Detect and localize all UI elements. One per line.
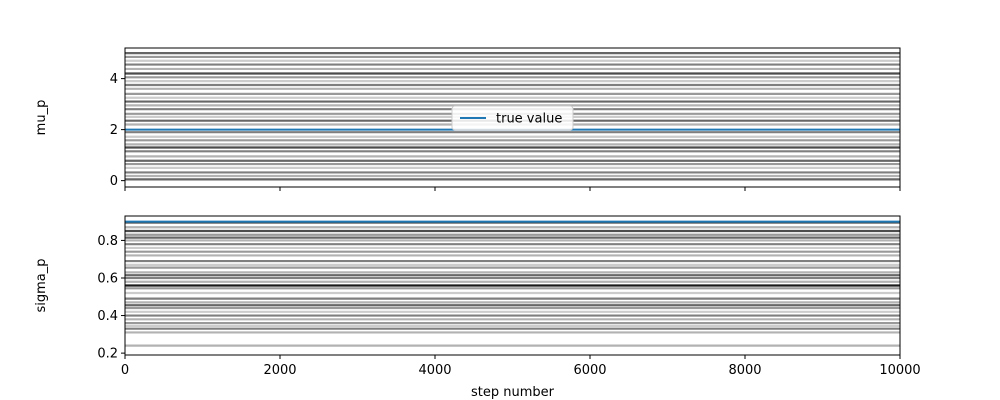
y-tick-label: 2 <box>110 123 118 138</box>
mu-p-panel: 0 2 4 mu_p true value <box>34 47 901 191</box>
y-axis-label: sigma_p <box>34 258 49 312</box>
legend-label: true value <box>496 112 562 127</box>
axes-frame <box>124 47 901 188</box>
x-tick-label: 10000 <box>879 363 920 378</box>
x-tick-label: 2000 <box>263 363 296 378</box>
y-axis-label: mu_p <box>34 100 49 136</box>
x-axis-label: step number <box>471 385 555 400</box>
x-tick-label: 8000 <box>728 363 761 378</box>
y-tick-label: 0.6 <box>97 271 118 286</box>
x-tick-label: 4000 <box>418 363 451 378</box>
y-tick-label: 0.4 <box>97 309 118 324</box>
y-tick-label: 0 <box>110 174 118 189</box>
sigma-p-panel: 0.2 0.4 0.6 0.8 0 2000 4000 6000 8000 10000 sigma_… <box>34 215 921 400</box>
y-tick-label: 0.2 <box>97 347 118 362</box>
legend-box <box>451 105 574 131</box>
y-tick-label: 0.8 <box>97 234 118 249</box>
x-tick-label: 6000 <box>573 363 606 378</box>
x-tick-label: 0 <box>121 363 129 378</box>
legend: true value <box>451 105 574 131</box>
plot-area <box>125 220 900 347</box>
y-tick-label: 4 <box>110 72 118 87</box>
axes-frame <box>124 215 901 356</box>
